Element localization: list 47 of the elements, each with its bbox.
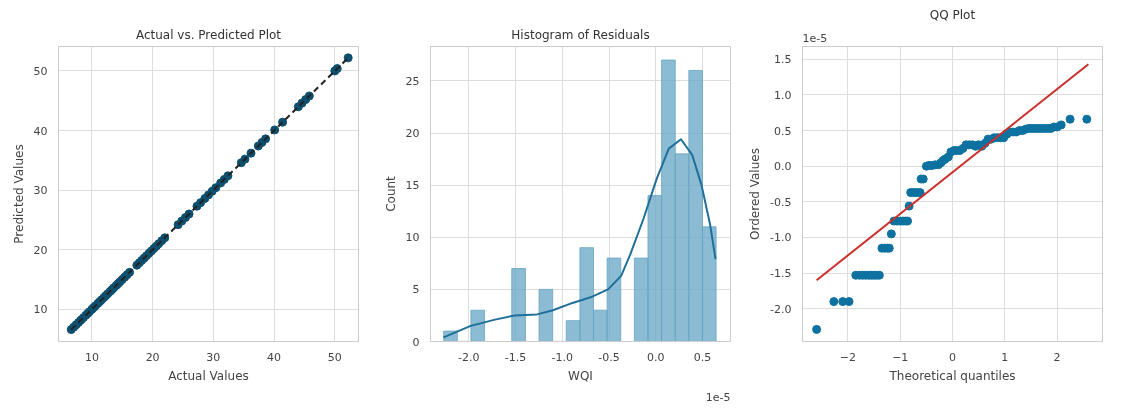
x-axis-title: WQI <box>568 368 593 383</box>
x-tick-label: −2 <box>839 350 857 364</box>
y-axis-title: Count <box>383 175 398 212</box>
y-tick-label: 10 <box>33 303 48 317</box>
y-tick-label: 10 <box>405 231 420 245</box>
y-tick-label: 1.5 <box>774 53 792 67</box>
y-tick-label: -1.0 <box>770 231 792 245</box>
y-tick-label: 0 <box>412 335 420 349</box>
text: 1e-5 <box>802 31 828 45</box>
y-tick-label: 1.0 <box>774 88 792 102</box>
y-tick-label: 15 <box>405 179 420 193</box>
x-tick-label: 0.5 <box>693 350 712 364</box>
y-tick-label: 30 <box>33 184 48 198</box>
y-tick-label: -0.5 <box>770 195 792 209</box>
x-tick-label: 30 <box>206 350 221 364</box>
x-tick-label: -0.5 <box>598 350 620 364</box>
x-tick-label: -2.0 <box>458 350 480 364</box>
y-tick-label: 0.0 <box>774 160 792 174</box>
y-tick-label: 20 <box>33 243 48 257</box>
y-axis-title: Ordered Values <box>748 148 763 240</box>
x-tick-label: 0.0 <box>646 350 665 364</box>
x-tick-label: 0 <box>949 350 956 364</box>
y-tick-label: 40 <box>33 124 48 138</box>
x-tick-label: -1.5 <box>504 350 527 364</box>
y-axis-title: Predicted Values <box>11 144 26 244</box>
y-tick-label: -1.5 <box>770 267 792 281</box>
x-axis-title: Actual Values <box>168 368 249 383</box>
chart-title: Histogram of Residuals <box>511 27 650 42</box>
y-tick-label: 5 <box>412 283 420 297</box>
y-tick-label: 50 <box>33 64 48 78</box>
x-tick-label: 1 <box>1001 350 1009 364</box>
line-series <box>442 138 717 339</box>
x-tick-label: 50 <box>327 350 342 364</box>
x-tick-label: -1.0 <box>551 350 574 364</box>
chart-title: Actual vs. Predicted Plot <box>135 27 282 42</box>
x-tick-label: 10 <box>84 350 99 364</box>
x-tick-label: 20 <box>145 350 160 364</box>
x-axis-title: Theoretical quantiles <box>888 368 1016 383</box>
text: 1e-5 <box>705 390 731 404</box>
y-tick-label: -2.0 <box>770 302 792 316</box>
x-tick-label: 2 <box>1053 350 1061 364</box>
y-tick-label: 20 <box>405 127 420 141</box>
y-tick-label: 25 <box>405 74 420 88</box>
x-tick-label: −1 <box>892 350 909 364</box>
chart-title: QQ Plot <box>929 7 976 22</box>
x-tick-label: 40 <box>267 350 282 364</box>
y-tick-label: 0.5 <box>774 124 792 138</box>
